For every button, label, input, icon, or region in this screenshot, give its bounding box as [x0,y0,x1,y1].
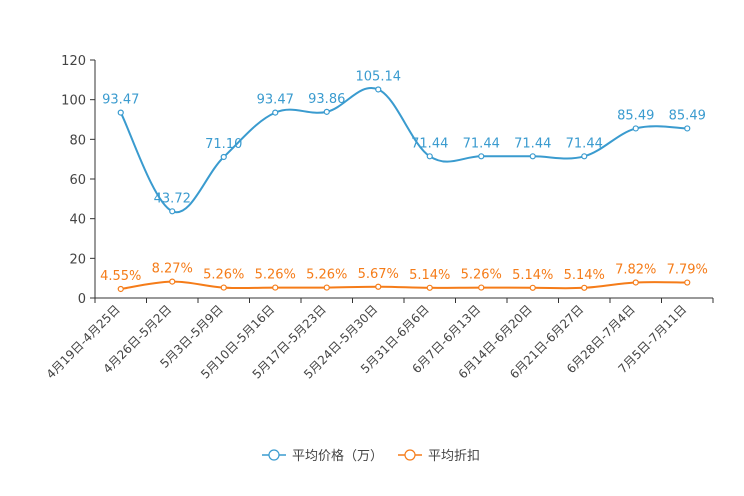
y-tick-label: 120 [61,54,86,69]
legend-label: 平均折扣 [428,449,480,464]
legend-item-1[interactable]: 平均价格（万） [262,448,383,464]
data-label: 93.47 [102,93,139,108]
data-label: 5.14% [409,268,450,283]
series-line-2[interactable] [120,280,688,290]
data-label: 71.44 [411,136,448,151]
data-point[interactable] [272,109,279,116]
data-point[interactable] [426,153,433,160]
legend-swatch-marker [268,449,280,461]
legend[interactable]: 平均价格（万） 平均折扣 [262,448,480,464]
data-label: 85.49 [617,108,654,123]
data-point[interactable] [581,153,588,160]
data-label: 71.44 [463,136,500,151]
legend-label: 平均价格（万） [292,448,383,464]
y-tick-label: 100 [61,94,86,109]
y-tick-label: 40 [69,213,86,228]
data-label: 5.14% [564,268,605,283]
data-point[interactable] [323,108,330,115]
data-point[interactable] [220,284,227,291]
data-label: 71.44 [566,136,603,151]
data-label: 85.49 [669,108,706,123]
data-label: 5.26% [255,268,296,283]
series-layer [117,86,691,293]
axes: 0204060801001204月19日-4月25日4月26日-5月2日5月3日… [44,54,714,382]
data-label: 93.47 [257,93,294,108]
data-point[interactable] [426,284,433,291]
data-label: 5.26% [203,268,244,283]
data-label: 5.26% [306,268,347,283]
data-label: 5.26% [461,268,502,283]
data-label: 71.10 [205,137,242,152]
data-point[interactable] [529,153,536,160]
data-label: 7.82% [615,262,656,277]
data-label: 5.67% [358,267,399,282]
data-point[interactable] [632,279,639,286]
data-labels: 93.47 43.72 71.10 93.47 93.86 105.14 71.44 71.4… [100,69,708,284]
y-tick-label: 0 [78,292,86,307]
data-point[interactable] [117,109,124,116]
data-label: 8.27% [152,262,193,277]
data-point[interactable] [169,208,176,215]
data-point[interactable] [117,285,124,293]
data-point[interactable] [684,279,691,286]
data-point[interactable] [632,125,639,132]
data-point[interactable] [169,278,176,285]
data-point[interactable] [684,125,691,132]
data-point[interactable] [375,86,382,93]
data-point[interactable] [529,284,536,291]
data-label: 105.14 [356,69,402,84]
data-point[interactable] [375,283,382,290]
data-point[interactable] [220,153,227,161]
data-point[interactable] [478,153,485,160]
data-label: 71.44 [514,136,551,151]
data-point[interactable] [478,284,485,291]
data-label: 7.79% [667,263,708,278]
y-tick-label: 60 [69,173,86,188]
data-label: 93.86 [308,92,345,107]
legend-swatch-marker [404,449,416,461]
data-point[interactable] [581,284,588,291]
data-label: 5.14% [512,268,553,283]
data-label: 4.55% [100,269,141,284]
legend-item-2[interactable]: 平均折扣 [398,449,480,464]
y-tick-label: 20 [69,252,86,267]
data-point[interactable] [323,284,330,291]
data-label: 43.72 [154,191,191,206]
data-point[interactable] [272,284,279,291]
y-tick-label: 80 [69,133,86,148]
